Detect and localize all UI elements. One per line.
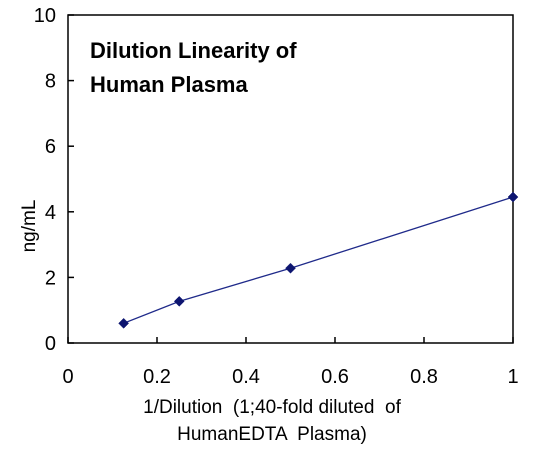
x-axis-title-line-2: HumanEDTA Plasma) (177, 424, 367, 445)
x-axis-title: 1/Dilution (1;40-fold diluted of HumanED… (143, 397, 401, 445)
y-tick-label: 8 (45, 71, 56, 93)
plot-frame (67, 14, 514, 344)
chart-title: Dilution Linearity of Human Plasma (90, 38, 297, 97)
x-tick-label: 0.6 (321, 366, 349, 388)
y-tick-label: 10 (34, 5, 56, 27)
x-tick-label: 0.2 (143, 366, 171, 388)
series-line (123, 196, 514, 324)
y-tick-label: 4 (45, 202, 56, 224)
x-tick-label: 0.8 (410, 366, 438, 388)
x-axis-title-line-1: 1/Dilution (1;40-fold diluted of (143, 397, 401, 418)
y-tick-label: 6 (45, 136, 56, 158)
chart-title-line-2: Human Plasma (90, 72, 248, 97)
y-axis-title: ng/mL (19, 200, 40, 253)
axes: 0 2 4 6 8 10 0 0.2 0.4 0.6 0.8 1 (34, 5, 519, 388)
y-tick-label: 2 (45, 267, 56, 289)
x-tick-label: 1 (507, 366, 518, 388)
y-tick-label: 0 (45, 333, 56, 355)
data-point-marker (173, 295, 185, 307)
x-tick-label: 0.4 (232, 366, 260, 388)
data-point-marker (285, 262, 296, 274)
series-layer (118, 191, 519, 329)
data-point-marker (118, 317, 129, 329)
data-point-marker (507, 191, 519, 203)
x-tick-label: 0 (62, 366, 73, 388)
chart-title-line-1: Dilution Linearity of (90, 38, 297, 63)
